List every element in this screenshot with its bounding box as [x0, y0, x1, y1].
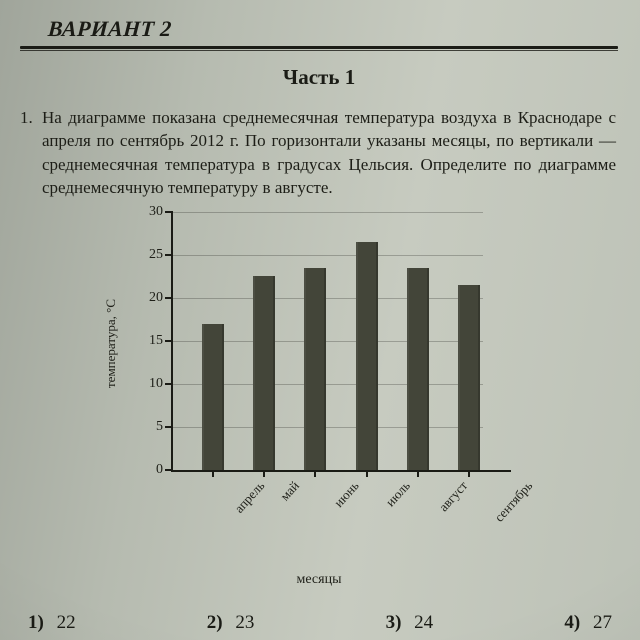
y-tick-label: 25: [149, 247, 163, 263]
answer-val: 22: [57, 612, 76, 633]
page: ВАРИАНТ 2 Часть 1 1. На диаграмме показа…: [0, 0, 640, 640]
answer-val: 27: [593, 612, 612, 633]
answer-val: 24: [414, 612, 433, 633]
y-tick-label: 20: [149, 290, 163, 306]
x-axis-label: месяцы: [109, 572, 529, 588]
x-category-label: июнь: [331, 478, 363, 511]
gridline: [173, 212, 483, 213]
x-category-label: август: [436, 478, 471, 515]
rule-thin: [20, 50, 618, 51]
answer-option-2: 2) 23: [207, 612, 255, 634]
answer-option-4: 4) 27: [564, 612, 612, 634]
y-tick: [165, 211, 173, 213]
task-1: 1. На диаграмме показана среднемесячная …: [20, 106, 616, 200]
bar: [304, 268, 326, 470]
x-tick: [366, 470, 368, 477]
answer-num: 1): [28, 612, 44, 633]
x-category-label: сентябрь: [492, 478, 537, 525]
temperature-bar-chart: температура, °C 051015202530апрельмайиюн…: [109, 206, 529, 546]
variant-heading: ВАРИАНТ 2: [47, 16, 619, 42]
x-category-label: июль: [382, 478, 413, 510]
y-axis-label: температура, °C: [103, 299, 119, 388]
bar: [458, 285, 480, 470]
y-tick: [165, 254, 173, 256]
x-tick: [212, 470, 214, 477]
y-tick: [165, 469, 173, 471]
x-tick: [468, 470, 470, 477]
x-tick: [263, 470, 265, 477]
answer-val: 23: [235, 612, 254, 633]
y-tick: [165, 426, 173, 428]
answer-option-3: 3) 24: [386, 612, 434, 634]
answer-num: 3): [386, 612, 402, 633]
answer-num: 2): [207, 612, 223, 633]
task-text: На диаграмме показана среднемесячная тем…: [42, 106, 616, 200]
x-category-label: май: [277, 478, 303, 504]
rule-thick: [20, 46, 618, 49]
y-tick-label: 10: [149, 376, 163, 392]
gridline: [173, 255, 483, 256]
y-tick: [165, 383, 173, 385]
x-tick: [314, 470, 316, 477]
answer-num: 4): [564, 612, 580, 633]
plot-area: 051015202530апрельмайиюньиюльавгустсентя…: [171, 212, 511, 472]
answer-options: 1) 22 2) 23 3) 24 4) 27: [22, 612, 618, 634]
y-tick-label: 5: [156, 419, 163, 435]
gridline: [173, 298, 483, 299]
task-number: 1.: [20, 106, 42, 200]
y-tick-label: 15: [149, 333, 163, 349]
bar: [253, 276, 275, 470]
part-title: Часть 1: [20, 65, 618, 90]
y-tick-label: 0: [156, 462, 163, 478]
x-category-label: апрель: [231, 478, 268, 516]
bar: [356, 242, 378, 470]
bar: [202, 324, 224, 470]
y-tick-label: 30: [149, 204, 163, 220]
answer-option-1: 1) 22: [28, 612, 76, 634]
y-tick: [165, 340, 173, 342]
x-tick: [417, 470, 419, 477]
y-tick: [165, 297, 173, 299]
bar: [407, 268, 429, 470]
